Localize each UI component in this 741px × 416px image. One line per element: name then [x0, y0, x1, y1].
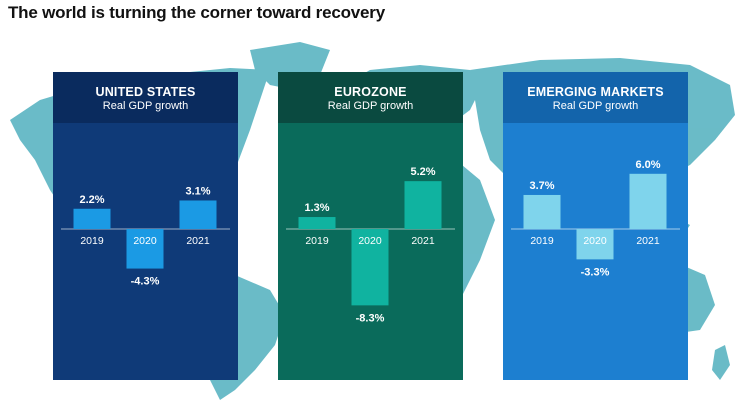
em-value-label-2020: -3.3%: [581, 266, 610, 278]
em-tick-label-2020: 2020: [583, 235, 607, 247]
ez-subtitle: Real GDP growth: [327, 100, 414, 112]
us-bar-2020: [126, 229, 164, 269]
em-tick-label-2021: 2021: [636, 235, 660, 247]
us-chart-svg: 2.2% 2019 -4.3% 2020 3.1% 2021: [53, 72, 238, 380]
em-value-label-2019: 3.7%: [529, 180, 554, 192]
em-tick-label-2019: 2019: [530, 235, 554, 247]
em-bar-2020: [576, 229, 614, 260]
em-chart-svg: 3.7% 2019 -3.3% 2020 6.0% 2021: [503, 72, 688, 380]
us-region-title: UNITED STATES: [95, 85, 196, 99]
us-tick-label-2020: 2020: [133, 235, 157, 247]
ez-bar-2021: [404, 181, 442, 229]
ez-bar-2019: [298, 217, 336, 229]
new-zealand-shape: [712, 345, 730, 380]
panel-united-states: 2.2% 2019 -4.3% 2020 3.1% 2021 UNITED STATES …: [53, 72, 238, 380]
ez-value-label-2019: 1.3%: [304, 202, 329, 214]
ez-tick-label-2019: 2019: [305, 235, 329, 247]
em-bar-2019: [523, 194, 561, 229]
ez-header-bg: [278, 72, 463, 123]
em-region-title: EMERGING MARKETS: [527, 85, 664, 99]
us-tick-label-2019: 2019: [80, 235, 104, 247]
panel-eurozone: 1.3% 2019 -8.3% 2020 5.2% 2021 EUROZONE Real …: [278, 72, 463, 380]
us-value-label-2021: 3.1%: [185, 185, 210, 197]
panel-emerging-markets: 3.7% 2019 -3.3% 2020 6.0% 2021 EMERGING MARKE…: [503, 72, 688, 380]
em-bar-2021: [629, 173, 667, 229]
chart-title: The world is turning the corner toward r…: [8, 3, 385, 22]
ez-bar-2020: [351, 229, 389, 306]
us-value-label-2019: 2.2%: [79, 194, 104, 206]
ez-value-label-2021: 5.2%: [410, 166, 435, 178]
us-header-bg: [53, 72, 238, 123]
ez-value-label-2020: -8.3%: [356, 312, 385, 324]
us-bar-2019: [73, 208, 111, 229]
ez-region-title: EUROZONE: [334, 85, 407, 99]
us-bar-2021: [179, 200, 217, 229]
ez-tick-label-2020: 2020: [358, 235, 382, 247]
em-header-bg: [503, 72, 688, 123]
ez-tick-label-2021: 2021: [411, 235, 435, 247]
em-value-label-2021: 6.0%: [635, 159, 660, 171]
em-subtitle: Real GDP growth: [552, 100, 639, 112]
us-tick-label-2021: 2021: [186, 235, 210, 247]
us-subtitle: Real GDP growth: [102, 100, 189, 112]
ez-chart-svg: 1.3% 2019 -8.3% 2020 5.2% 2021: [278, 72, 463, 380]
us-value-label-2020: -4.3%: [131, 276, 160, 288]
